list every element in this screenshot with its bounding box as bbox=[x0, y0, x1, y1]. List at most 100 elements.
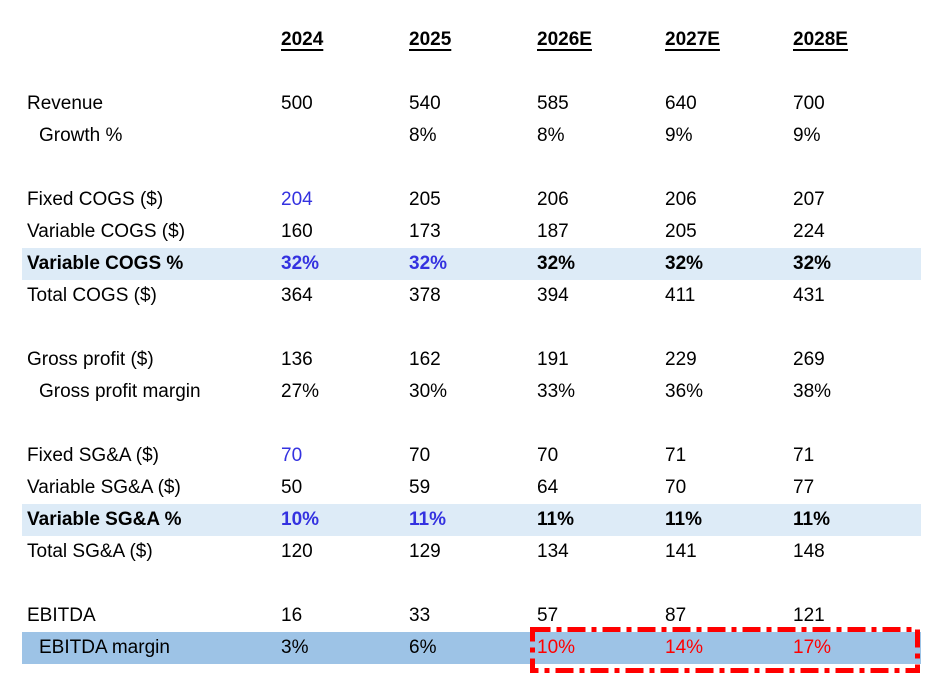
value-cell[interactable]: 11% bbox=[665, 509, 702, 530]
table-row: Variable COGS ($) 160 173 187 205 224 bbox=[22, 216, 921, 248]
value-cell[interactable]: 36% bbox=[665, 381, 704, 402]
column-header[interactable]: 2026E bbox=[537, 29, 592, 50]
column-header[interactable]: 2027E bbox=[665, 29, 720, 50]
value-cell[interactable]: 17% bbox=[793, 637, 832, 658]
value-cell[interactable]: 394 bbox=[537, 285, 569, 306]
value-cell[interactable]: 136 bbox=[281, 349, 313, 370]
value-cell[interactable]: 11% bbox=[409, 509, 446, 530]
table-row: Gross profit ($) 136 162 191 229 269 bbox=[22, 344, 921, 376]
value-cell[interactable]: 50 bbox=[281, 477, 303, 498]
row-label[interactable]: Gross profit ($) bbox=[27, 349, 154, 370]
value-cell[interactable]: 640 bbox=[665, 93, 697, 114]
column-header[interactable]: 2028E bbox=[793, 29, 848, 50]
value-cell[interactable]: 64 bbox=[537, 477, 559, 498]
value-cell[interactable]: 9% bbox=[793, 125, 821, 146]
value-cell[interactable]: 500 bbox=[281, 93, 313, 114]
value-cell[interactable]: 10% bbox=[537, 637, 576, 658]
row-label[interactable]: Variable COGS ($) bbox=[27, 221, 186, 242]
value-cell[interactable]: 187 bbox=[537, 221, 569, 242]
value-cell[interactable]: 8% bbox=[537, 125, 565, 146]
value-cell[interactable]: 32% bbox=[409, 253, 448, 274]
value-cell[interactable]: 30% bbox=[409, 381, 448, 402]
value-cell[interactable]: 11% bbox=[537, 509, 574, 530]
column-header[interactable]: 2025 bbox=[409, 29, 452, 50]
value-cell[interactable]: 148 bbox=[793, 541, 825, 562]
value-cell[interactable]: 71 bbox=[793, 445, 815, 466]
value-cell[interactable]: 207 bbox=[793, 189, 825, 210]
value-cell[interactable]: 229 bbox=[665, 349, 697, 370]
value-cell[interactable]: 191 bbox=[537, 349, 569, 370]
value-cell[interactable]: 160 bbox=[281, 221, 313, 242]
value-cell[interactable]: 16 bbox=[281, 605, 303, 626]
value-cell[interactable]: 32% bbox=[793, 253, 832, 274]
row-label[interactable]: Fixed COGS ($) bbox=[27, 189, 164, 210]
spacer-row bbox=[22, 408, 921, 440]
row-label[interactable]: Variable COGS % bbox=[27, 253, 184, 274]
value-cell[interactable]: 70 bbox=[281, 445, 303, 466]
value-cell[interactable]: 431 bbox=[793, 285, 825, 306]
table-row: Gross profit margin 27% 30% 33% 36% 38% bbox=[22, 376, 921, 408]
value-cell[interactable]: 59 bbox=[409, 477, 431, 498]
value-cell[interactable]: 6% bbox=[409, 637, 437, 658]
value-cell[interactable]: 70 bbox=[409, 445, 431, 466]
header-row: 2024 2025 2026E 2027E 2028E bbox=[22, 24, 921, 56]
value-cell[interactable]: 38% bbox=[793, 381, 832, 402]
row-label[interactable]: Variable SG&A ($) bbox=[27, 477, 181, 498]
value-cell[interactable]: 411 bbox=[665, 285, 696, 306]
table-row: Growth % 8% 8% 9% 9% bbox=[22, 120, 921, 152]
value-cell[interactable]: 540 bbox=[409, 93, 441, 114]
value-cell[interactable]: 77 bbox=[793, 477, 815, 498]
value-cell[interactable]: 14% bbox=[665, 637, 704, 658]
value-cell[interactable]: 269 bbox=[793, 349, 825, 370]
row-label[interactable]: Total SG&A ($) bbox=[27, 541, 153, 562]
value-cell[interactable]: 70 bbox=[537, 445, 559, 466]
value-cell[interactable]: 10% bbox=[281, 509, 320, 530]
value-cell[interactable]: 141 bbox=[665, 541, 697, 562]
value-cell[interactable]: 700 bbox=[793, 93, 825, 114]
table-row: EBITDA margin 3% 6% 10% 14% 17% bbox=[22, 632, 921, 664]
value-cell[interactable]: 71 bbox=[665, 445, 687, 466]
value-cell[interactable]: 585 bbox=[537, 93, 569, 114]
value-cell[interactable]: 205 bbox=[665, 221, 697, 242]
table-row: Variable SG&A ($) 50 59 64 70 77 bbox=[22, 472, 921, 504]
row-label[interactable]: Growth % bbox=[39, 125, 123, 146]
column-header[interactable]: 2024 bbox=[281, 29, 324, 50]
value-cell[interactable]: 87 bbox=[665, 605, 687, 626]
value-cell[interactable]: 57 bbox=[537, 605, 559, 626]
value-cell[interactable]: 173 bbox=[409, 221, 441, 242]
value-cell[interactable]: 364 bbox=[281, 285, 313, 306]
value-cell[interactable]: 32% bbox=[537, 253, 576, 274]
row-label[interactable]: Gross profit margin bbox=[39, 381, 201, 402]
value-cell[interactable]: 205 bbox=[409, 189, 441, 210]
value-cell[interactable]: 121 bbox=[793, 605, 825, 626]
table-body: Revenue 500 540 585 640 700 Growth % 8% 8% 9% 9% Fi… bbox=[22, 56, 921, 664]
value-cell[interactable]: 32% bbox=[281, 253, 320, 274]
value-cell[interactable]: 120 bbox=[281, 541, 313, 562]
value-cell[interactable]: 9% bbox=[665, 125, 693, 146]
table-row: EBITDA 16 33 57 87 121 bbox=[22, 600, 921, 632]
value-cell[interactable]: 224 bbox=[793, 221, 825, 242]
row-label[interactable]: EBITDA bbox=[27, 605, 96, 626]
value-cell[interactable]: 129 bbox=[409, 541, 441, 562]
value-cell[interactable]: 33% bbox=[537, 381, 576, 402]
value-cell[interactable]: 3% bbox=[281, 637, 309, 658]
value-cell[interactable]: 27% bbox=[281, 381, 320, 402]
value-cell[interactable]: 70 bbox=[665, 477, 687, 498]
row-label[interactable]: EBITDA margin bbox=[39, 637, 170, 658]
value-cell[interactable]: 11% bbox=[793, 509, 830, 530]
value-cell[interactable]: 162 bbox=[409, 349, 441, 370]
table-row: Revenue 500 540 585 640 700 bbox=[22, 88, 921, 120]
row-label[interactable]: Fixed SG&A ($) bbox=[27, 445, 159, 466]
row-label[interactable]: Variable SG&A % bbox=[27, 509, 182, 530]
value-cell[interactable]: 206 bbox=[665, 189, 697, 210]
value-cell[interactable]: 8% bbox=[409, 125, 437, 146]
value-cell[interactable]: 378 bbox=[409, 285, 441, 306]
spacer-row bbox=[22, 152, 921, 184]
value-cell[interactable]: 33 bbox=[409, 605, 431, 626]
value-cell[interactable]: 32% bbox=[665, 253, 704, 274]
value-cell[interactable]: 204 bbox=[281, 189, 313, 210]
value-cell[interactable]: 134 bbox=[537, 541, 569, 562]
value-cell[interactable]: 206 bbox=[537, 189, 569, 210]
row-label[interactable]: Revenue bbox=[27, 93, 104, 114]
row-label[interactable]: Total COGS ($) bbox=[27, 285, 157, 306]
